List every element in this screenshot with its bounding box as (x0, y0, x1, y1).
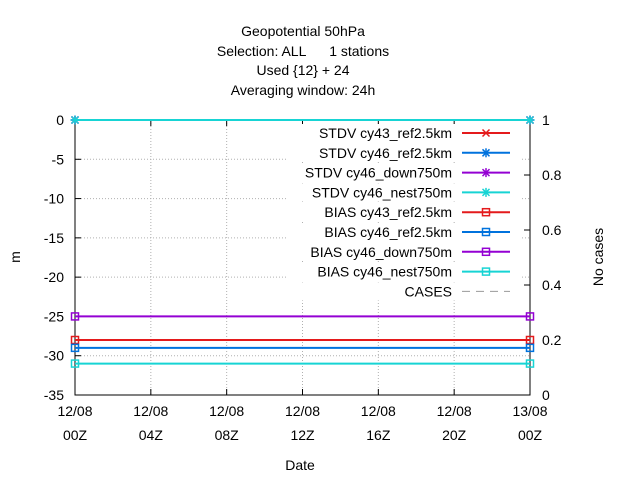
marker-square (481, 207, 491, 217)
legend-label: STDV cy46_ref2.5km (319, 145, 452, 161)
x-tick-label: 16Z (366, 427, 391, 443)
legend-label: STDV cy46_nest750m (312, 184, 452, 200)
legend-entry: CASES (288, 282, 520, 301)
y2-tick-label: 1 (542, 112, 550, 128)
x-tick-label: 12Z (290, 427, 315, 443)
data-point (70, 335, 80, 345)
x-tick-label: 12/08 (285, 403, 320, 419)
y-tick-label: -15 (44, 230, 64, 246)
legend-marker (481, 128, 491, 138)
legend-marker (481, 267, 491, 276)
y2-tick-label: 0.8 (542, 167, 562, 183)
x-tick-label: 12/08 (361, 403, 396, 419)
marker-square (525, 343, 535, 353)
legend-entry-bg (288, 183, 520, 202)
legend-label: BIAS cy46_ref2.5km (324, 224, 452, 240)
data-point (70, 115, 80, 125)
x-tick-label: 13/08 (512, 403, 547, 419)
legend: STDV cy43_ref2.5km STDV cy46_ref2.5km STDV… (288, 124, 520, 301)
chart-title-line-1: Geopotential 50hPa (241, 23, 365, 39)
x-tick-label: 12/08 (57, 403, 92, 419)
x-tick-label: 12/08 (437, 403, 472, 419)
legend-entry-bg (288, 282, 520, 301)
y2-tick-label: 0.4 (542, 277, 562, 293)
chart-title-line-2: Selection: ALL 1 stations (217, 43, 389, 59)
legend-entry-bg (288, 163, 520, 182)
legend-entry: BIAS cy46_ref2.5km (288, 223, 520, 241)
data-point (525, 115, 535, 125)
x-tick-label: 00Z (63, 427, 88, 443)
marker-square (70, 359, 80, 368)
legend-entry: STDV cy46_nest750m (288, 183, 520, 202)
chart-title-line-3: Used {12} + 24 (256, 62, 349, 78)
data-point (525, 359, 535, 368)
legend-label: BIAS cy46_down750m (310, 244, 452, 260)
marker-square (70, 312, 80, 321)
legend-marker (481, 227, 491, 237)
legend-label: STDV cy43_ref2.5km (319, 125, 452, 141)
x-tick-label: 12/08 (133, 403, 168, 419)
marker-square (70, 335, 80, 345)
legend-marker (481, 187, 491, 197)
legend-entry: STDV cy46_ref2.5km (288, 143, 520, 162)
legend-marker (481, 207, 491, 217)
y-tick-label: -30 (44, 348, 64, 364)
legend-label: CASES (405, 283, 452, 299)
legend-entry: STDV cy46_down750m (288, 163, 520, 182)
data-point (70, 343, 80, 353)
data-point (70, 312, 80, 321)
y-tick-label: -5 (52, 151, 65, 167)
legend-entry: BIAS cy43_ref2.5km (288, 203, 520, 222)
y-tick-label: 0 (56, 112, 64, 128)
legend-entry-bg (288, 262, 520, 281)
legend-entry-bg (288, 223, 520, 241)
x-tick-label: 00Z (518, 427, 543, 443)
legend-marker (481, 247, 491, 257)
y2-axis-label: No cases (590, 228, 606, 286)
y2-tick-label: 0.6 (542, 222, 562, 238)
marker-square (481, 247, 491, 257)
y-tick-label: -35 (44, 387, 64, 403)
x-axis-label: Date (285, 457, 315, 473)
legend-label: BIAS cy46_nest750m (317, 264, 452, 280)
data-point (525, 312, 535, 321)
legend-entry-bg (288, 242, 520, 261)
legend-entry-bg (288, 143, 520, 162)
data-point (70, 359, 80, 368)
y-tick-label: -20 (44, 269, 64, 285)
chart-title-line-4: Averaging window: 24h (231, 82, 376, 98)
axes: 12/08 00Z 12/08 04Z 12/08 08Z 12/08 12Z 12/08 16Z… (44, 112, 562, 443)
marker-square (70, 343, 80, 353)
x-tick-label: 20Z (442, 427, 467, 443)
marker-square (525, 335, 535, 345)
y-tick-label: -25 (44, 308, 64, 324)
plot-series (70, 115, 535, 368)
marker-square (481, 227, 491, 237)
data-point (525, 343, 535, 353)
x-tick-label: 08Z (215, 427, 240, 443)
legend-marker (481, 168, 491, 178)
y2-tick-label: 0.2 (542, 332, 562, 348)
legend-entry: STDV cy43_ref2.5km (288, 124, 520, 142)
legend-label: STDV cy46_down750m (305, 165, 452, 181)
legend-entry: BIAS cy46_down750m (288, 242, 520, 261)
y-axis-label: m (7, 251, 23, 263)
legend-entry: BIAS cy46_nest750m (288, 262, 520, 281)
x-tick-label: 04Z (139, 427, 164, 443)
marker-square (525, 359, 535, 368)
legend-label: BIAS cy43_ref2.5km (324, 204, 452, 220)
y-tick-label: -10 (44, 191, 64, 207)
data-point (525, 335, 535, 345)
legend-entry-bg (288, 203, 520, 222)
marker-square (525, 312, 535, 321)
legend-marker (481, 148, 491, 158)
marker-square (481, 267, 491, 276)
marker-stroke (481, 128, 491, 138)
legend-entry-bg (288, 124, 520, 142)
y2-tick-label: 0 (542, 387, 550, 403)
x-tick-label: 12/08 (209, 403, 244, 419)
